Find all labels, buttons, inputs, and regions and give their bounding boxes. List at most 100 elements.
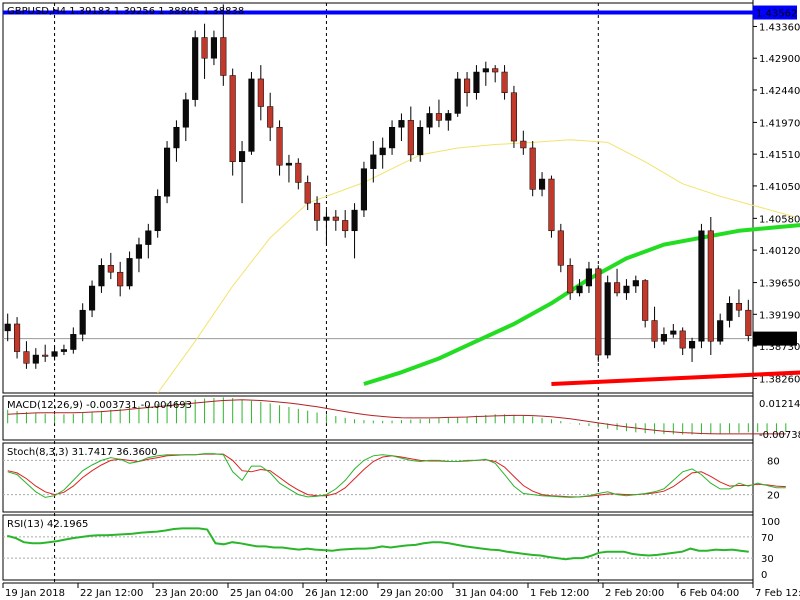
candle-body [220,37,227,76]
candle-body [257,78,264,107]
price-tick-label: 1.43360 [759,22,800,33]
time-tick-label: 1 Feb 12:00 [530,588,589,599]
moving-average-fast [157,139,796,394]
time-tick-label: 31 Jan 04:00 [455,588,518,599]
candle-body [707,230,714,342]
macd-max-label: 0.012141 [759,399,800,410]
candle-body [651,320,658,342]
price-tick-label: 1.39650 [759,279,800,290]
price-tick-label: 1.40120 [759,246,800,257]
rsi-level-label: 100 [761,517,780,528]
current-price-label: 1.38838 [756,335,797,346]
price-tick-label: 1.38260 [759,375,800,386]
chart-title: GBPUSD,H4 1.39183 1.39256 1.38805 1.3883… [7,6,244,17]
candle-body [417,126,424,156]
candle-body [698,230,705,342]
candle-body [98,265,105,287]
candle-body [576,285,583,294]
moving-average-slow [363,223,800,386]
candle-body [201,37,208,59]
time-tick-label: 22 Jan 12:00 [80,588,143,599]
candle-body [567,265,574,294]
candle-body [51,351,58,357]
time-tick-label: 26 Jan 12:00 [305,588,368,599]
candle-body [435,113,442,121]
candle-body [454,78,461,114]
candle-body [70,334,77,350]
time-tick-label: 2 Feb 20:00 [605,588,664,599]
current-price-box [753,331,797,346]
rsi-level-label: 70 [761,533,774,544]
candle-body [239,151,246,163]
candle-body [229,75,236,163]
candle-body [370,154,377,169]
candle-body [276,126,283,166]
stoch-main-line [7,453,786,498]
rsi-level-label: 0 [761,570,767,581]
candle-body [642,280,649,321]
candle-body [126,258,133,287]
candle-body [529,147,536,190]
candle-body [482,68,489,73]
candle-body [726,303,733,321]
candle-body [492,68,499,73]
time-tick-label: 6 Feb 04:00 [680,588,739,599]
candle-body [717,320,724,342]
rsi-line [6,527,749,561]
candle-body [510,92,517,142]
price-tick-label: 1.40580 [759,214,800,225]
candle-body [426,113,433,128]
price-tick-label: 1.41970 [759,118,800,129]
candle-body [679,330,686,349]
candle-body [314,202,321,221]
candle-body [173,126,180,149]
rsi-label: RSI(13) 42.1965 [7,519,88,530]
macd-panel-frame [2,395,754,441]
candle-body [295,162,302,183]
candle-body [135,244,142,259]
candle-body [32,354,39,364]
candle-body [585,268,592,287]
candle-body [595,268,602,356]
candle-body [164,147,171,197]
candle-body [79,309,86,335]
candle-body [473,71,480,93]
stoch-panel-frame [2,442,754,513]
candle-body [351,209,358,232]
candle-body [689,340,696,349]
candle-body [192,37,199,100]
candle-body [285,162,292,166]
candle-body [360,168,367,211]
support-trendline [551,370,800,386]
price-tick-label: 1.39190 [759,310,800,321]
candle-body [145,230,152,245]
candle-body [14,323,21,352]
candle-body [154,196,161,232]
candle-body [614,282,621,294]
price-tick-label: 1.42440 [759,86,800,97]
candle-body [332,216,339,221]
candle-body [267,106,274,128]
candle-body [745,309,752,336]
candle-body [557,230,564,266]
price-tick-label: 1.41050 [759,182,800,193]
candle-body [520,140,527,149]
candle-body [623,285,630,294]
main-panel-frame [2,2,754,394]
candle-body [539,178,546,190]
candle-body [379,147,386,156]
candle-body [398,120,405,128]
stoch-level-label: 80 [767,456,780,467]
resistance-label-box [753,5,797,20]
candle-body [60,349,67,352]
candle-body [89,285,96,311]
candle-body [210,37,217,59]
candle-body [660,334,667,342]
stoch-label: Stoch(8,3,3) 31.7417 36.3600 [7,447,158,458]
time-tick-label: 23 Jan 20:00 [155,588,218,599]
rsi-level-label: 30 [761,554,774,565]
candle-body [548,178,555,232]
resistance-label: 1.43562 [756,9,797,20]
price-tick-label: 1.42900 [759,54,800,65]
